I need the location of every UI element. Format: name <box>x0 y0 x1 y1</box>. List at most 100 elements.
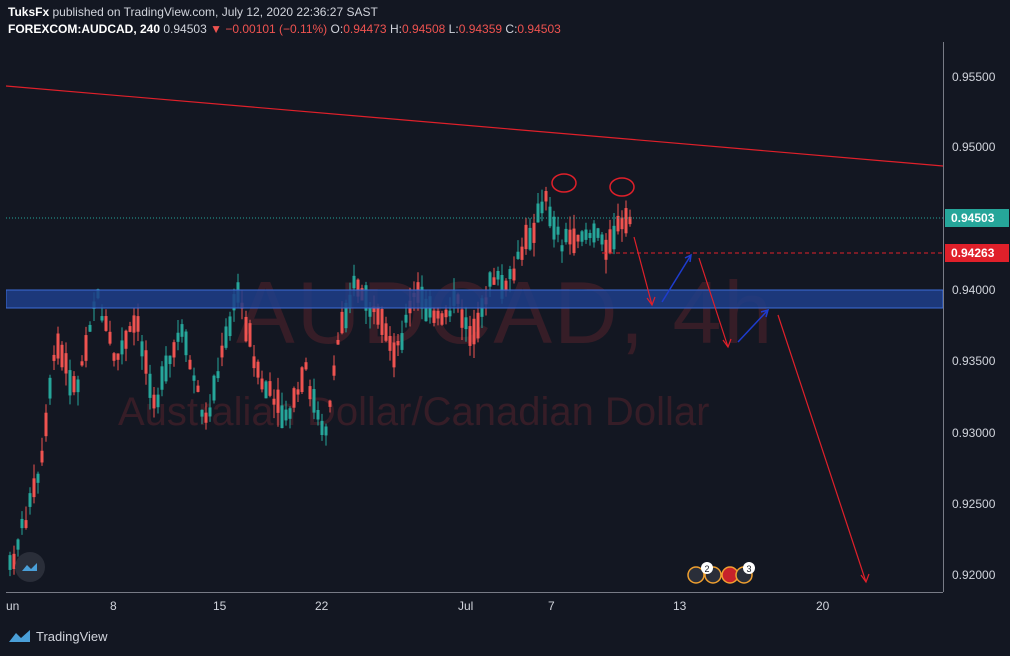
trendline-resistance[interactable] <box>6 85 943 167</box>
flag-au-icon[interactable] <box>687 566 705 584</box>
candle-body <box>280 405 284 429</box>
candle-body <box>220 345 224 358</box>
candle-body <box>300 367 304 393</box>
candle-body <box>84 335 88 361</box>
candle-body <box>60 344 64 368</box>
candle-body <box>600 234 604 245</box>
candle-body <box>128 326 132 332</box>
candle-body <box>392 342 396 368</box>
candle-body <box>68 370 72 396</box>
candle-body <box>508 269 512 280</box>
candle-body <box>584 229 588 240</box>
candle-body <box>104 316 108 331</box>
candle-body <box>524 224 528 250</box>
candle-body <box>580 231 584 242</box>
published-text: published on TradingView.com, July 12, 2… <box>52 5 378 19</box>
candle-body <box>176 332 180 342</box>
candle-body <box>100 316 104 321</box>
time-tick: un <box>6 599 20 613</box>
candle-body <box>132 315 136 333</box>
candle-body <box>72 376 76 393</box>
candle-body <box>628 216 632 225</box>
footer-brand[interactable]: TradingView <box>8 628 108 644</box>
candle-body <box>216 371 220 379</box>
candle-body <box>436 310 440 319</box>
event-count-2: 3 <box>746 564 751 574</box>
candle-body <box>504 280 508 292</box>
price-axis[interactable]: 0.95500 0.95000 0.94503 0.94263 0.94000 … <box>943 42 1010 592</box>
low-value: 0.94359 <box>458 22 503 36</box>
candle-body <box>312 389 316 413</box>
candle-body <box>536 203 540 223</box>
symbol-name[interactable]: FOREXCOM:AUDCAD, 240 <box>8 22 161 36</box>
top-circle-2[interactable] <box>609 177 635 197</box>
price-tick: 0.95000 <box>952 140 996 154</box>
candle-body <box>388 335 392 351</box>
event-count-badge <box>701 562 713 574</box>
candle-body <box>8 555 12 570</box>
candle-body <box>604 239 608 260</box>
candle-body <box>476 312 480 339</box>
candle-body <box>172 342 176 358</box>
candle-body <box>148 373 152 398</box>
price-tick: 0.93000 <box>952 426 996 440</box>
candle-body <box>492 277 496 285</box>
candle-body <box>208 407 212 417</box>
candle-body <box>336 339 340 345</box>
candle-body <box>56 333 60 359</box>
candle-body <box>624 208 628 234</box>
candle-body <box>572 228 576 254</box>
candle-body <box>496 271 500 280</box>
candle-body <box>588 232 592 239</box>
candle-body <box>548 206 552 227</box>
tradingview-logo-icon <box>22 563 37 571</box>
candle-body <box>252 356 256 369</box>
time-tick: 13 <box>673 599 687 613</box>
candle-body <box>564 228 568 243</box>
candle-body <box>308 386 312 400</box>
open-value: 0.94473 <box>343 22 387 36</box>
event-count-badge <box>743 562 755 574</box>
candle-body <box>52 354 56 361</box>
close-value: 0.94503 <box>517 22 561 36</box>
time-tick: Jul <box>458 599 474 613</box>
candle-body <box>380 308 384 335</box>
candle-body <box>248 323 252 347</box>
candle-body <box>112 353 116 361</box>
time-axis[interactable]: un 8 15 22 Jul 7 13 20 <box>6 592 943 621</box>
candle-body <box>516 251 520 259</box>
candle-body <box>444 309 448 318</box>
candle-body <box>376 306 380 325</box>
low-label: L: <box>448 22 459 36</box>
support-zone-rectangle[interactable] <box>6 289 943 309</box>
author-name[interactable]: TuksFx <box>8 5 50 19</box>
candle-body <box>204 412 208 423</box>
candle-body <box>244 316 248 342</box>
current-price-tag: 0.94503 <box>945 209 1009 227</box>
candle-body <box>228 316 232 337</box>
candle-body <box>344 302 348 329</box>
event-markers[interactable]: 2 3 <box>687 562 755 584</box>
candle-body <box>108 331 112 344</box>
down-arrow-icon: ▼ <box>210 22 222 36</box>
candle-body <box>136 316 140 332</box>
top-circle-1[interactable] <box>551 173 577 193</box>
candle-body <box>472 318 476 345</box>
candle-body <box>12 553 16 569</box>
candle-body <box>432 310 436 323</box>
time-tick: 20 <box>816 599 830 613</box>
candle-body <box>224 326 228 348</box>
candle-body <box>592 223 596 243</box>
candle-body <box>80 361 84 366</box>
time-tick: 8 <box>110 599 117 613</box>
candle-body <box>352 275 356 289</box>
tradingview-badge[interactable] <box>15 552 45 582</box>
candle-body <box>124 330 128 349</box>
time-tick: 22 <box>315 599 329 613</box>
candle-body <box>292 388 296 408</box>
last-price: 0.94503 <box>163 22 207 36</box>
chart-pane[interactable]: AUDCAD, 4h Australian Dollar/Canadian Do… <box>6 42 943 592</box>
blue-projection-arrows[interactable] <box>661 253 770 343</box>
red-projection-arrows[interactable] <box>633 236 870 584</box>
candle-body <box>400 333 404 350</box>
